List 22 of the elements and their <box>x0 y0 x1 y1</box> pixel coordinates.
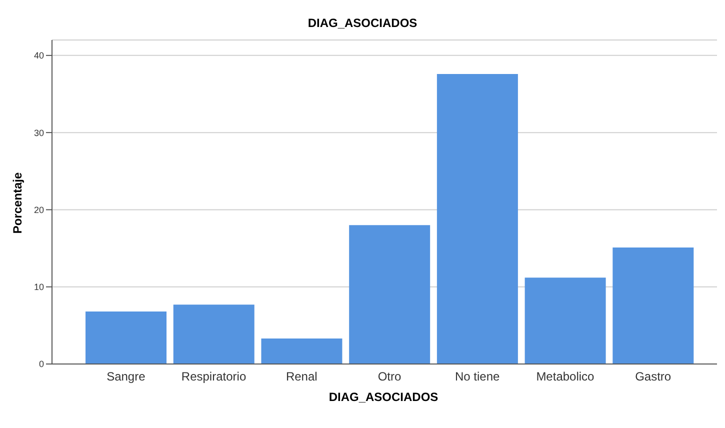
x-tick-label: Sangre <box>106 370 146 384</box>
bar <box>612 248 694 364</box>
y-tick-label: 20 <box>34 204 44 215</box>
bar <box>173 304 254 364</box>
y-tick-label: 0 <box>38 359 44 370</box>
x-tick-label: Otro <box>378 370 402 384</box>
y-tick-label: 40 <box>34 50 44 61</box>
y-tick-label: 10 <box>34 282 44 292</box>
bar <box>261 338 342 364</box>
chart-title: DIAG_ASOCIADOS <box>306 16 418 30</box>
y-axis-title: Porcentaje <box>11 172 26 234</box>
x-tick-label: Respiratorio <box>181 370 246 384</box>
x-tick-label: Metabolico <box>536 370 595 384</box>
x-tick-label: Renal <box>286 370 318 384</box>
bar <box>524 278 606 364</box>
bar <box>436 74 518 364</box>
bar <box>86 312 167 364</box>
bar <box>349 225 430 364</box>
x-tick-label: No tiene <box>455 370 500 384</box>
y-tick-label: 30 <box>34 128 44 138</box>
x-axis-title: DIAG_ASOCIADOS <box>328 390 440 404</box>
x-tick-label: Gastro <box>635 370 672 384</box>
